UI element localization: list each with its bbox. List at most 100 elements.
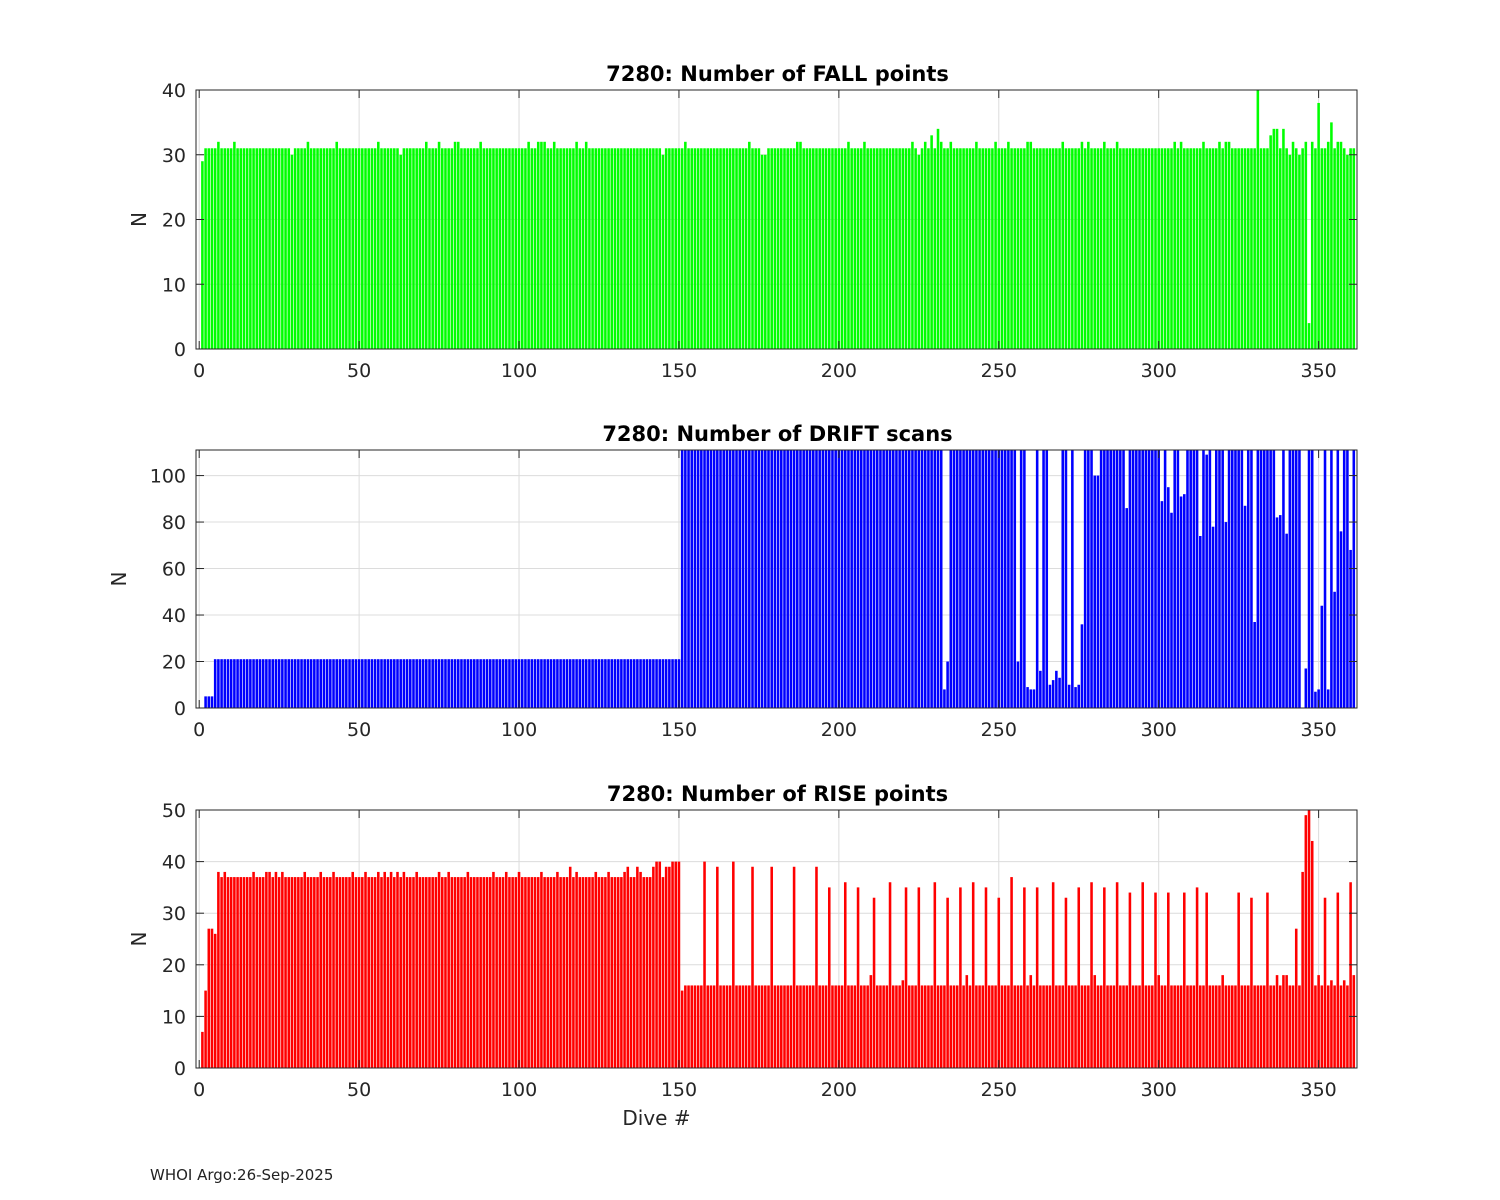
bar-dive-320 — [1221, 450, 1224, 708]
bar-dive-252 — [1003, 450, 1007, 708]
bar-dive-12 — [236, 148, 239, 349]
bar-dive-34 — [306, 659, 310, 708]
bar-dive-48 — [351, 659, 354, 708]
bar-dive-251 — [1000, 148, 1004, 349]
bar-dive-133 — [623, 659, 626, 708]
bar-dive-282 — [1099, 985, 1103, 1068]
bar-dive-217 — [891, 450, 895, 708]
bar-dive-135 — [629, 877, 633, 1068]
bar-dive-254 — [1010, 450, 1013, 708]
bar-dive-340 — [1285, 975, 1288, 1068]
bar-dive-113 — [559, 877, 562, 1068]
bar-dive-132 — [620, 877, 623, 1068]
bar-dive-141 — [648, 877, 652, 1068]
bar-dive-23 — [271, 148, 275, 349]
bar-dive-145 — [661, 659, 665, 708]
bar-dive-93 — [495, 148, 498, 349]
bar-dive-324 — [1234, 148, 1237, 349]
bar-dive-46 — [345, 659, 348, 708]
bar-dive-160 — [709, 450, 713, 708]
bar-dive-188 — [799, 141, 802, 349]
bar-dive-213 — [879, 450, 882, 708]
bar-dive-37 — [316, 877, 319, 1068]
bar-dive-216 — [888, 882, 892, 1068]
bar-dive-298 — [1151, 450, 1154, 708]
bar-dive-291 — [1128, 892, 1132, 1068]
bar-dive-187 — [796, 985, 799, 1068]
bar-dive-124 — [594, 148, 598, 349]
bar-dive-36 — [313, 877, 316, 1068]
x-tick-label: 100 — [501, 360, 537, 382]
bar-dive-120 — [581, 877, 585, 1068]
bar-dive-321 — [1224, 141, 1228, 349]
bar-dive-235 — [949, 141, 953, 349]
bar-dive-195 — [821, 450, 825, 708]
bar-dive-11 — [233, 141, 236, 349]
bar-dive-152 — [684, 985, 687, 1068]
bar-dive-184 — [786, 450, 789, 708]
bar-dive-267 — [1051, 680, 1055, 708]
bar-dive-280 — [1093, 475, 1097, 708]
bar-dive-335 — [1269, 985, 1272, 1068]
bar-dive-297 — [1147, 450, 1151, 708]
bar-dive-167 — [732, 450, 735, 708]
bar-dive-313 — [1199, 536, 1202, 708]
bar-dive-315 — [1205, 892, 1208, 1068]
bar-dive-233 — [943, 148, 946, 349]
bar-dive-279 — [1090, 450, 1093, 708]
x-tick-label: 200 — [821, 360, 857, 382]
bar-dive-256 — [1016, 148, 1020, 349]
bar-dive-308 — [1183, 494, 1186, 708]
bar-dive-172 — [748, 450, 751, 708]
bar-dive-306 — [1176, 985, 1180, 1068]
bar-dive-346 — [1304, 668, 1308, 708]
bar-dive-269 — [1058, 985, 1061, 1068]
bar-dive-257 — [1019, 985, 1023, 1068]
bar-dive-334 — [1266, 148, 1269, 349]
bar-dive-1 — [201, 1031, 204, 1068]
bar-dive-6 — [217, 659, 220, 708]
bar-dive-149 — [674, 861, 678, 1068]
bar-dive-338 — [1278, 985, 1282, 1068]
bar-dive-99 — [514, 659, 518, 708]
bar-dive-294 — [1138, 450, 1141, 708]
bar-dive-217 — [891, 985, 895, 1068]
bar-dive-221 — [904, 887, 908, 1068]
x-tick-label: 150 — [661, 719, 697, 741]
bar-dive-142 — [652, 148, 655, 349]
bar-dive-29 — [290, 877, 294, 1068]
bar-dive-7 — [220, 877, 223, 1068]
bar-dive-45 — [341, 659, 345, 708]
bar-dive-52 — [364, 659, 367, 708]
bar-dive-128 — [607, 871, 610, 1068]
bar-dive-16 — [249, 877, 252, 1068]
bar-dive-321 — [1224, 985, 1228, 1068]
bar-dive-107 — [540, 141, 543, 349]
bar-dive-254 — [1010, 148, 1013, 349]
bar-dive-203 — [847, 141, 850, 349]
bar-dive-204 — [850, 985, 853, 1068]
bar-dive-9 — [226, 148, 230, 349]
x-axis-label: Dive # — [622, 1106, 690, 1130]
bar-dive-250 — [997, 148, 1001, 349]
bar-dive-214 — [882, 450, 885, 708]
bar-dive-201 — [840, 450, 844, 708]
bar-dive-18 — [255, 659, 259, 708]
bar-dive-275 — [1077, 148, 1081, 349]
bar-dive-329 — [1250, 148, 1253, 349]
bar-dive-309 — [1186, 450, 1189, 708]
bar-dive-10 — [229, 148, 233, 349]
bar-dive-314 — [1202, 450, 1205, 708]
bar-dive-48 — [351, 871, 354, 1068]
bar-dive-322 — [1227, 985, 1231, 1068]
x-tick-label: 300 — [1141, 360, 1177, 382]
bar-dive-258 — [1023, 148, 1026, 349]
bar-dive-232 — [939, 141, 943, 349]
bar-dive-97 — [508, 659, 511, 708]
bar-dive-258 — [1023, 887, 1026, 1068]
bar-dive-8 — [223, 871, 227, 1068]
bar-dive-41 — [329, 148, 332, 349]
bar-dive-233 — [943, 985, 946, 1068]
bar-dive-257 — [1019, 148, 1023, 349]
bar-dive-263 — [1039, 670, 1042, 708]
